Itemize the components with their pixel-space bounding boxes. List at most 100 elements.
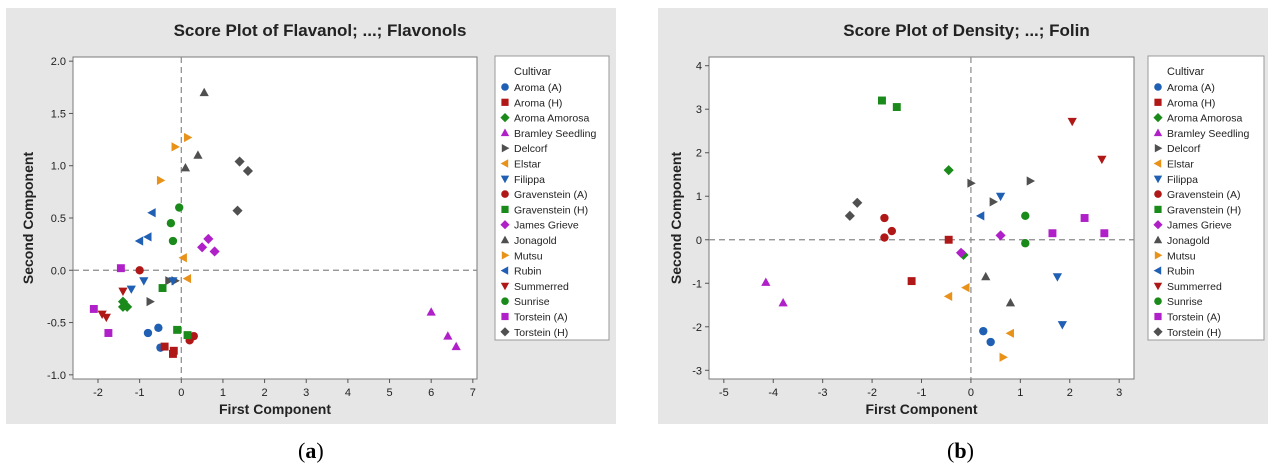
x-axis-label: First Component <box>866 401 978 417</box>
point-james-grieve <box>197 242 208 253</box>
point-elstar <box>182 274 192 284</box>
score-plot-density-chart: Score Plot of Density; ...; Folin -5 -4 -3 -… <box>668 21 1265 417</box>
legend-label-sunrise: Sunrise <box>514 296 550 308</box>
legend-label-torstein-h: Torstein (H) <box>514 327 568 339</box>
y-axis-label: Second Component <box>20 152 36 285</box>
legend-marker-mutsu <box>1154 251 1163 260</box>
legend-label-filippa: Filippa <box>514 174 545 186</box>
point-bramley-seedling <box>443 331 453 340</box>
point-mutsu <box>184 132 193 143</box>
x-tick-label: -1 <box>917 387 927 399</box>
point-mutsu <box>171 142 180 152</box>
x-tick-label: -1 <box>135 387 145 399</box>
y-tick-label: -1 <box>692 278 702 290</box>
legend-box <box>1147 55 1265 341</box>
point-sunrise <box>168 236 178 246</box>
point-filippa <box>1057 321 1067 330</box>
point-aroma-a <box>986 337 995 347</box>
point-bramley-seedling <box>426 307 436 316</box>
point-gravenstein-h <box>158 284 167 293</box>
point-rubin <box>975 211 985 221</box>
point-sunrise <box>175 203 184 212</box>
point-aroma-a <box>143 328 153 338</box>
y-tick-label: -0.5 <box>47 318 66 330</box>
caption-a-letter: a <box>305 438 317 463</box>
x-tick-label: 7 <box>470 387 476 399</box>
legend-marker-rubin <box>1153 266 1162 275</box>
legend-marker-jonagold <box>500 235 510 244</box>
legend-marker-jonagold <box>1153 235 1163 244</box>
point-aroma-h <box>907 277 916 286</box>
point-filippa <box>168 277 178 286</box>
legend-label-delcorf: Delcorf <box>1167 143 1200 155</box>
x-tick-label: 0 <box>968 387 974 399</box>
x-tick-label: -2 <box>867 387 877 399</box>
point-summerred <box>1097 155 1107 165</box>
point-elstar <box>1005 328 1014 338</box>
point-james-grieve <box>209 246 220 257</box>
legend-title: Cultivar <box>1167 66 1205 78</box>
y-tick-label: -1.0 <box>47 370 66 382</box>
legend-marker-aroma-h <box>1154 98 1162 106</box>
legend-marker-rubin <box>500 266 509 275</box>
point-sunrise <box>1021 211 1030 221</box>
legend-marker-aroma-a <box>1154 83 1162 91</box>
legend-marker-elstar <box>500 159 509 168</box>
caption-a: (a) <box>298 438 324 463</box>
legend-label-aroma-h: Aroma (H) <box>514 97 562 109</box>
y-tick-label: 2.0 <box>51 56 66 68</box>
point-torstein-a <box>1080 214 1089 222</box>
point-elstar <box>943 291 953 301</box>
point-gravenstein-a <box>880 233 889 242</box>
x-tick-label: 2 <box>262 387 268 399</box>
point-mutsu <box>156 175 166 185</box>
legend-label-mutsu: Mutsu <box>1167 250 1196 262</box>
x-tick-label: 2 <box>1067 387 1073 399</box>
x-tick-label: -5 <box>719 387 729 399</box>
point-rubin <box>147 208 156 218</box>
legend-marker-delcorf <box>501 144 510 153</box>
legend-label-torstein-h: Torstein (H) <box>1167 327 1221 339</box>
point-aroma-a <box>979 326 988 336</box>
x-tick-label: 0 <box>178 387 184 399</box>
point-bramley-seedling <box>451 341 461 351</box>
y-tick-label: 0 <box>696 235 702 247</box>
legend-marker-sunrise <box>1154 297 1162 306</box>
legend-marker-torstein-a <box>1154 312 1162 321</box>
x-tick-label: 3 <box>1116 387 1122 399</box>
legend-marker-elstar <box>1153 159 1162 168</box>
legend-marker-delcorf <box>1154 144 1163 153</box>
point-rubin <box>143 232 152 242</box>
point-sunrise <box>1021 239 1030 248</box>
legend-label-gravenstein-a: Gravenstein (A) <box>1167 189 1241 201</box>
legend-marker-gravenstein-h <box>501 205 509 213</box>
legend-label-torstein-a: Torstein (A) <box>1167 312 1221 324</box>
point-gravenstein-a <box>135 266 144 275</box>
point-gravenstein-a <box>887 226 897 236</box>
legend-marker-aroma-amorosa <box>500 113 510 123</box>
point-torstein-a <box>1048 229 1057 238</box>
y-tick-label: -2 <box>692 322 702 334</box>
x-tick-label: 3 <box>303 387 309 399</box>
y-tick-label: 1.0 <box>51 161 66 173</box>
point-aroma-h <box>944 235 953 244</box>
legend-marker-mutsu <box>501 251 510 260</box>
x-tick-label: 1 <box>1017 387 1023 399</box>
legend-label-jonagold: Jonagold <box>514 235 557 247</box>
point-torstein-a <box>104 329 113 337</box>
point-aroma-amorosa <box>117 301 129 312</box>
point-gravenstein-h <box>173 325 182 334</box>
legend-label-aroma-h: Aroma (H) <box>1167 97 1215 109</box>
point-jonagold <box>180 162 191 172</box>
point-torstein-h <box>232 205 243 216</box>
legend-marker-james-grieve <box>500 220 510 230</box>
legend-label-summerred: Summerred <box>1167 281 1222 293</box>
point-aroma-amorosa <box>117 296 129 307</box>
point-delcorf <box>989 197 998 207</box>
point-bramley-seedling <box>761 277 771 286</box>
legend-marker-filippa <box>500 175 510 184</box>
point-aroma-h <box>169 346 178 355</box>
point-filippa <box>126 285 136 294</box>
legend-label-aroma-a: Aroma (A) <box>1167 82 1215 94</box>
legend-label-rubin: Rubin <box>514 266 542 278</box>
